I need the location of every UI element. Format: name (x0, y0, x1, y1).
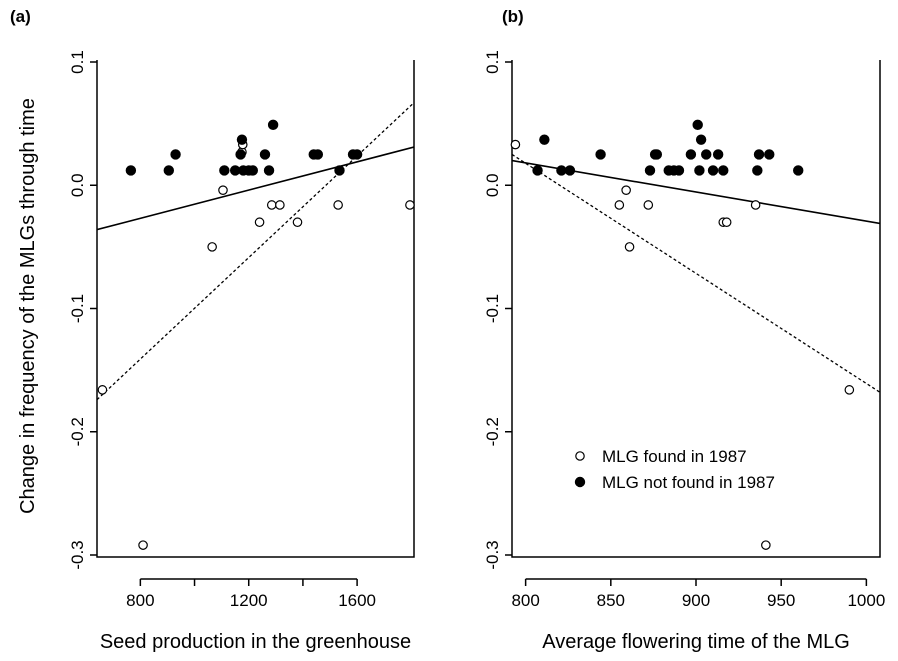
filled-point-b (644, 165, 656, 176)
y-tick-label-a: 0.0 (68, 173, 87, 197)
open-point-b (761, 540, 771, 550)
dashed-fit-line-b (512, 153, 880, 393)
open-point-b (624, 242, 635, 252)
filled-point-b (701, 149, 712, 160)
filled-point-b (752, 165, 763, 176)
filled-point-b (532, 165, 543, 176)
y-tick-label-b: 0.0 (483, 173, 502, 197)
filled-point-a (163, 165, 174, 176)
filled-point-a (259, 149, 271, 160)
open-point-b (844, 385, 855, 395)
filled-point-b (764, 149, 775, 160)
solid-fit-line-a (97, 146, 414, 231)
x-tick-label-b: 850 (597, 591, 625, 610)
y-tick-label-b: -0.2 (483, 417, 502, 446)
filled-point-b (753, 149, 765, 160)
panel-a: (a) -0.3 -0.2 -0.1 0.0 0.1 800 1200 1600 Seed pro… (10, 7, 415, 653)
open-point-b (621, 185, 631, 195)
open-point-a (97, 385, 108, 395)
filled-point-a (219, 165, 230, 176)
filled-point-b (685, 149, 697, 160)
y-tick-label-a: -0.3 (68, 540, 87, 569)
open-point-b (510, 139, 521, 150)
open-point-a (333, 200, 343, 210)
open-point-a (275, 200, 285, 210)
filled-point-b (718, 165, 729, 176)
legend-open-marker (575, 451, 585, 461)
filled-point-a (263, 165, 275, 176)
x-axis-label-a: Seed production in the greenhouse (100, 631, 411, 653)
filled-point-b (595, 149, 606, 160)
filled-point-b (793, 165, 804, 176)
filled-point-b (673, 165, 685, 176)
filled-point-a (247, 165, 258, 176)
legend-filled-marker (574, 476, 586, 488)
x-tick-label-a: 1200 (230, 591, 268, 610)
legend-entry-label: MLG not found in 1987 (602, 473, 775, 492)
filled-point-b (556, 165, 567, 176)
open-point-a (218, 185, 228, 195)
open-point-b (750, 200, 761, 210)
y-tick-label-a: -0.2 (68, 417, 87, 446)
filled-point-a (235, 149, 246, 160)
legend: MLG found in 1987 MLG not found in 1987 (574, 447, 775, 492)
filled-point-b (707, 165, 719, 176)
x-tick-label-a: 1600 (338, 591, 376, 610)
x-tick-label-b: 800 (511, 591, 539, 610)
y-tick-label-a: 0.1 (68, 50, 87, 74)
plot-frame-a (96, 60, 415, 558)
y-tick-label-b: 0.1 (483, 50, 502, 74)
open-point-b (614, 200, 625, 210)
x-tick-label-b: 1000 (847, 591, 885, 610)
x-tick-label-a: 800 (126, 591, 154, 610)
filled-point-b (539, 134, 550, 145)
filled-point-b (695, 134, 707, 145)
y-tick-label-b: -0.3 (483, 540, 502, 569)
filled-point-a (267, 119, 279, 131)
open-point-a (254, 217, 265, 228)
legend-entry-label: MLG found in 1987 (602, 447, 747, 466)
filled-point-a (351, 149, 363, 160)
filled-point-b (712, 149, 724, 160)
y-tick-label-a: -0.1 (68, 294, 87, 323)
panel-label-b: (b) (502, 7, 524, 26)
open-point-a (266, 200, 277, 210)
filled-point-b (694, 165, 705, 176)
filled-point-a (125, 165, 137, 176)
open-point-a (138, 540, 148, 550)
y-axis-label: Change in frequency of the MLGs through … (17, 98, 39, 514)
x-tick-label-b: 950 (767, 591, 795, 610)
filled-point-a (312, 149, 324, 160)
y-tick-label-b: -0.1 (483, 294, 502, 323)
open-point-b (721, 217, 732, 228)
filled-point-a (334, 165, 345, 176)
open-point-b (643, 200, 654, 210)
filled-point-b (692, 119, 703, 131)
filled-point-b (651, 149, 663, 160)
open-point-a (207, 242, 217, 252)
filled-point-a (170, 149, 181, 160)
dashed-fit-line-a (97, 102, 414, 401)
x-axis-label-b: Average flowering time of the MLG (542, 631, 850, 653)
panel-b: (b) -0.3 -0.2 -0.1 0.0 0.1 800 850 900 950 1000 Ave… (483, 7, 885, 653)
x-tick-label-b: 900 (682, 591, 710, 610)
filled-point-b (564, 165, 576, 176)
open-point-a (405, 200, 415, 210)
panel-label-a: (a) (10, 7, 31, 26)
open-point-a (292, 217, 303, 228)
filled-point-a (236, 134, 248, 145)
